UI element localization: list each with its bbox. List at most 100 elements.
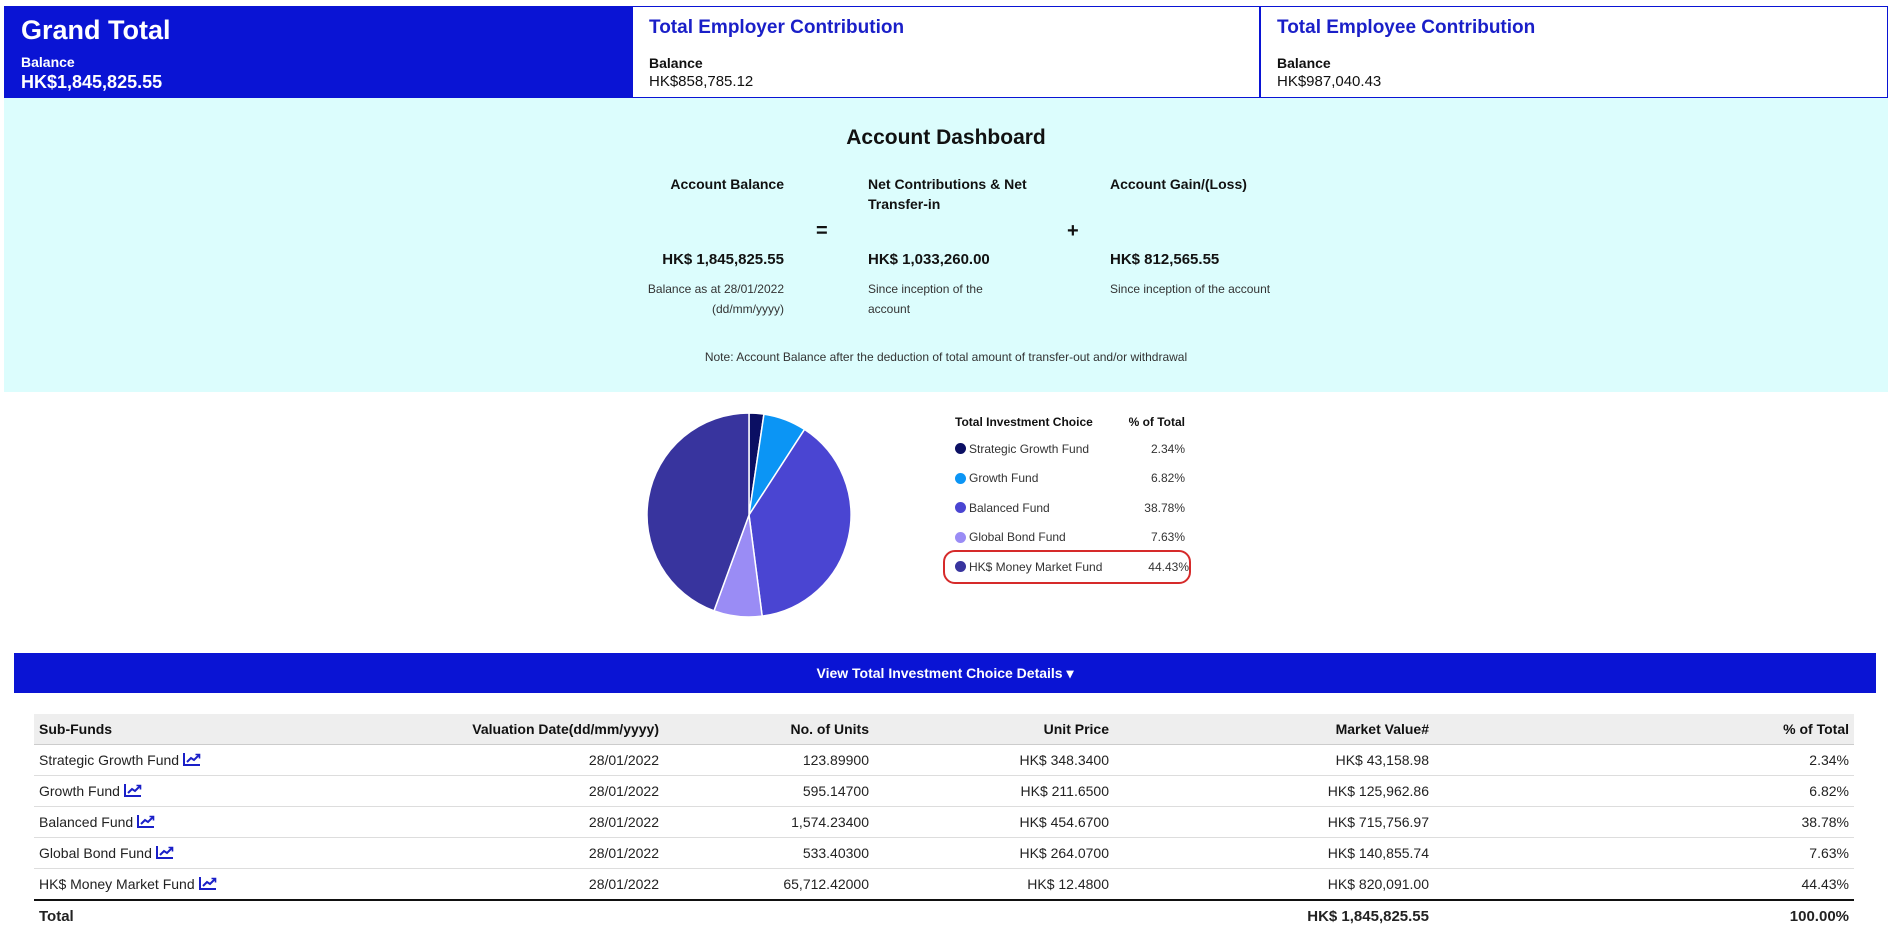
legend-item[interactable]: Global Bond Fund 7.63% — [955, 523, 1185, 553]
col-pct-total: % of Total — [1434, 714, 1854, 745]
legend-item-pct: 2.34% — [1150, 441, 1185, 456]
unit-price-cell: HK$ 348.3400 — [874, 744, 1114, 776]
card-label: Balance — [21, 54, 75, 70]
legend-header: Total Investment Choice % of Total — [955, 410, 1185, 434]
legend-header-pct: % of Total — [1128, 415, 1185, 429]
legend-item-pct: 38.78% — [1144, 500, 1185, 515]
units-cell: 65,712.42000 — [664, 868, 874, 901]
account-balance-heading: Account Balance — [670, 176, 784, 192]
total-market-value: HK$ 1,845,825.55 — [1114, 899, 1434, 931]
card-title: Total Employee Contribution — [1277, 17, 1536, 38]
equals-sign: = — [816, 220, 828, 242]
pct-total-cell: 44.43% — [1434, 868, 1854, 901]
market-value-cell: HK$ 125,962.86 — [1114, 775, 1434, 807]
table-row: HK$ Money Market Fund 28/01/2022 65,712.42… — [34, 868, 1854, 901]
legend-item[interactable]: Balanced Fund 38.78% — [955, 493, 1185, 523]
plus-sign: + — [1067, 220, 1079, 242]
holdings-table: Sub-Funds Valuation Date(dd/mm/yyyy) No.… — [34, 714, 1854, 931]
fund-name[interactable]: Balanced Fund — [39, 814, 134, 830]
card-title: Grand Total — [21, 15, 171, 45]
view-investment-details-button[interactable]: View Total Investment Choice Details ▾ — [14, 653, 1876, 693]
table-total-row: Total HK$ 1,845,825.55 100.00% — [34, 899, 1854, 931]
card-value: HK$858,785.12 — [649, 73, 754, 90]
pct-total-cell: 2.34% — [1434, 744, 1854, 776]
legend-item[interactable]: Strategic Growth Fund 2.34% — [955, 434, 1185, 464]
net-contributions-heading: Net Contributions & Net Transfer-in — [868, 176, 1027, 212]
net-contributions-amount: HK$ 1,033,260.00 — [868, 251, 990, 268]
units-cell: 595.14700 — [664, 775, 874, 807]
trend-chart-icon[interactable] — [155, 845, 174, 859]
trend-chart-icon[interactable] — [183, 752, 201, 766]
fund-name-cell[interactable]: Strategic Growth Fund — [34, 744, 374, 776]
account-gain-amount: HK$ 812,565.55 — [1110, 251, 1220, 268]
account-dashboard: Account Dashboard Account Balance HK$ 1,… — [4, 98, 1888, 392]
pct-total-cell: 6.82% — [1434, 775, 1854, 807]
market-value-cell: HK$ 715,756.97 — [1114, 806, 1434, 838]
legend-item-name: Global Bond Fund — [969, 530, 1066, 545]
investment-pie-chart — [646, 412, 852, 618]
valuation-date-cell: 28/01/2022 — [374, 868, 664, 901]
employer-contribution-card[interactable]: Total Employer Contribution Balance HK$8… — [632, 6, 1260, 98]
table-row: Global Bond Fund 28/01/2022 533.40300 HK$ 2… — [34, 837, 1854, 869]
account-gain-note: Since inception of the account — [1110, 282, 1271, 296]
fund-name[interactable]: Global Bond Fund — [39, 845, 152, 861]
fund-name[interactable]: Growth Fund — [39, 783, 120, 799]
legend-dot-icon — [955, 561, 966, 573]
market-value-cell: HK$ 820,091.00 — [1114, 868, 1434, 901]
account-balance-note: Balance as at 28/01/2022 (dd/mm/yyyy) — [647, 282, 784, 316]
card-title: Total Employer Contribution — [649, 17, 905, 38]
fund-name-cell[interactable]: HK$ Money Market Fund — [34, 868, 374, 901]
legend-dot-icon — [955, 472, 966, 484]
unit-price-cell: HK$ 264.0700 — [874, 837, 1114, 869]
fund-name[interactable]: Strategic Growth Fund — [39, 752, 180, 768]
market-value-cell: HK$ 43,158.98 — [1114, 744, 1434, 776]
net-contributions-note: Since inception of the account — [868, 282, 983, 316]
fund-name-cell[interactable]: Balanced Fund — [34, 806, 374, 838]
fund-name[interactable]: HK$ Money Market Fund — [39, 876, 195, 892]
trend-chart-icon[interactable] — [123, 783, 142, 797]
fund-name-cell[interactable]: Growth Fund — [34, 775, 374, 807]
account-balance-amount: HK$ 1,845,825.55 — [662, 251, 784, 268]
caret-down-icon: ▾ — [1066, 665, 1074, 681]
legend-dot-icon — [955, 531, 966, 543]
table-header-row: Sub-Funds Valuation Date(dd/mm/yyyy) No.… — [34, 714, 1854, 745]
unit-price-cell: HK$ 211.6500 — [874, 775, 1114, 807]
col-market-value: Market Value# — [1114, 714, 1434, 745]
legend-item-pct: 7.63% — [1150, 530, 1185, 545]
dashboard-footnote: Note: Account Balance after the deductio… — [704, 350, 1188, 364]
trend-chart-icon[interactable] — [198, 876, 217, 890]
valuation-date-cell: 28/01/2022 — [374, 744, 664, 776]
pie-slice-balanced-fund[interactable] — [748, 428, 852, 617]
employee-contribution-card[interactable]: Total Employee Contribution Balance HK$9… — [1260, 6, 1888, 98]
trend-chart-icon[interactable] — [137, 814, 155, 828]
net-contributions-column: Net Contributions & Net Transfer-in HK$ … — [868, 174, 1048, 316]
fund-name-cell[interactable]: Global Bond Fund — [34, 837, 374, 869]
legend-item[interactable]: Growth Fund 6.82% — [955, 464, 1185, 494]
legend-item-name: Balanced Fund — [969, 500, 1050, 515]
card-value: HK$987,040.43 — [1277, 73, 1382, 90]
table-row: Balanced Fund 28/01/2022 1,574.23400 HK$ 45… — [34, 806, 1854, 838]
investment-legend: Total Investment Choice % of Total Strat… — [943, 410, 1191, 584]
summary-cards: Grand Total Balance HK$1,845,825.55 Tota… — [4, 6, 1888, 98]
legend-item-name: Growth Fund — [969, 471, 1039, 486]
account-balance-column: Account Balance HK$ 1,845,825.55 Balance… — [644, 174, 784, 316]
legend-item-highlighted[interactable]: HK$ Money Market Fund 44.43% — [943, 550, 1191, 584]
grand-total-card: Grand Total Balance HK$1,845,825.55 — [4, 6, 632, 98]
unit-price-cell: HK$ 12.4800 — [874, 868, 1114, 901]
pie-slice-hk-money-market-fund[interactable] — [646, 412, 750, 612]
legend-item-name: Strategic Growth Fund — [969, 441, 1090, 456]
valuation-date-cell: 28/01/2022 — [374, 806, 664, 838]
units-cell: 533.40300 — [664, 837, 874, 869]
col-sub-funds: Sub-Funds — [34, 714, 374, 745]
dashboard-title: Account Dashboard — [846, 126, 1046, 149]
pct-total-cell: 38.78% — [1434, 806, 1854, 838]
legend-header-name: Total Investment Choice — [955, 415, 1093, 429]
units-cell: 1,574.23400 — [664, 806, 874, 838]
pct-total-cell: 7.63% — [1434, 837, 1854, 869]
legend-item-name: HK$ Money Market Fund — [969, 559, 1103, 574]
total-label: Total — [34, 899, 374, 931]
card-label: Balance — [1277, 55, 1331, 71]
col-units: No. of Units — [664, 714, 874, 745]
market-value-cell: HK$ 140,855.74 — [1114, 837, 1434, 869]
legend-item-pct: 6.82% — [1150, 471, 1185, 486]
